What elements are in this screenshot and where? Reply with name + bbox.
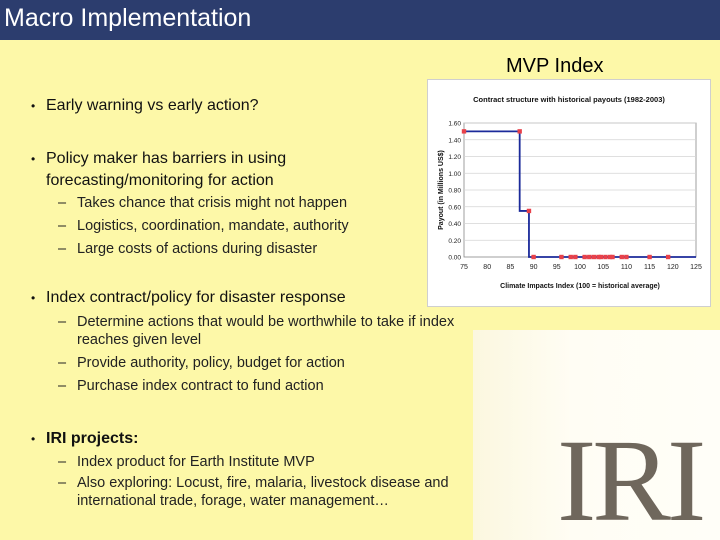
- y-tick-label: 0.20: [448, 238, 461, 245]
- x-tick-label: 125: [690, 264, 702, 271]
- bullet-dot-icon: •: [31, 291, 36, 305]
- y-axis-label: Payout (in Millions US$): [438, 150, 445, 230]
- historical-payout-point: [461, 129, 467, 134]
- historical-payout-point: [568, 254, 573, 260]
- bullet-item: • Index contract/policy for disaster res…: [31, 287, 426, 309]
- x-tick-label: 75: [460, 264, 468, 271]
- dash-icon: –: [58, 378, 67, 394]
- dash-icon: –: [58, 454, 67, 470]
- payout-chart-svg: Contract structure with historical payou…: [438, 95, 702, 290]
- historical-payout-point: [610, 254, 615, 260]
- historical-payout-point: [665, 254, 671, 260]
- bullet-text: Index contract/policy for disaster respo…: [46, 289, 346, 306]
- bullet-dot-icon: •: [31, 432, 36, 446]
- dash-icon: –: [58, 475, 67, 491]
- bullet-text: Early warning vs early action?: [46, 97, 259, 114]
- sub-bullet-item: – Large costs of actions during disaster: [58, 238, 407, 260]
- sub-bullet-text: Index product for Earth Institute MVP: [77, 454, 315, 470]
- bullet-item: • IRI projects:: [31, 428, 346, 450]
- sub-bullet-item: – Purchase index contract to fund action: [58, 375, 467, 397]
- y-tick-label: 0.40: [448, 221, 461, 228]
- bullet-text: Policy maker has barriers in using forec…: [46, 150, 287, 189]
- x-tick-label: 95: [553, 264, 561, 271]
- sub-bullet-text: Determine actions that would be worthwhi…: [77, 314, 455, 348]
- iri-logo: IRI: [473, 330, 720, 540]
- bullet-item: • Early warning vs early action?: [31, 95, 376, 117]
- sub-bullet-text: Large costs of actions during disaster: [77, 241, 318, 257]
- chart-title: Contract structure with historical payou…: [473, 95, 665, 104]
- bullet-text: IRI projects:: [46, 430, 139, 447]
- x-tick-label: 90: [530, 264, 538, 271]
- sub-bullet-text: Takes chance that crisis might not happe…: [77, 195, 348, 211]
- dash-icon: –: [58, 314, 67, 330]
- title-bar: Macro Implementation: [0, 0, 720, 40]
- sub-bullet-text: Logistics, coordination, mandate, author…: [77, 218, 349, 234]
- payout-series-line: [464, 130, 696, 258]
- sub-bullet-item: – Logistics, coordination, mandate, auth…: [58, 215, 407, 237]
- dash-icon: –: [58, 241, 67, 257]
- x-tick-label: 115: [644, 264, 655, 271]
- dash-icon: –: [58, 218, 67, 234]
- sub-bullet-item: – Index product for Earth Institute MVP: [58, 451, 467, 473]
- historical-payout-point: [531, 254, 536, 260]
- dash-icon: –: [58, 355, 67, 371]
- x-tick-label: 85: [507, 264, 515, 271]
- historical-payout-point: [526, 208, 532, 214]
- historical-payout-point: [647, 254, 652, 260]
- y-tick-label: 0.80: [448, 188, 461, 195]
- x-tick-label: 105: [597, 264, 609, 271]
- historical-payout-point: [559, 254, 564, 260]
- historical-payout-point: [603, 254, 608, 260]
- payout-chart: Contract structure with historical payou…: [427, 79, 711, 307]
- figure-label: MVP Index: [506, 55, 604, 77]
- y-tick-label: 1.20: [448, 154, 461, 161]
- x-axis-label: Climate Impacts Index (100 = historical …: [500, 283, 660, 290]
- historical-payout-point: [591, 254, 597, 260]
- iri-logo-text: IRI: [557, 415, 706, 540]
- bullet-dot-icon: •: [31, 152, 36, 166]
- x-tick-label: 100: [574, 264, 586, 271]
- x-tick-label: 80: [483, 264, 491, 271]
- sub-bullet-item: – Provide authority, policy, budget for …: [58, 352, 467, 374]
- x-tick-label: 120: [667, 264, 679, 271]
- page-title: Macro Implementation: [4, 4, 252, 32]
- historical-payout-point: [596, 254, 601, 260]
- sub-bullet-text: Also exploring: Locust, fire, malaria, l…: [77, 475, 449, 509]
- y-tick-label: 1.40: [448, 137, 461, 144]
- historical-payout-point: [573, 254, 578, 260]
- dash-icon: –: [58, 195, 67, 211]
- sub-bullet-text: Provide authority, policy, budget for ac…: [77, 355, 345, 371]
- historical-payout-point: [582, 254, 587, 260]
- historical-payout-point: [607, 254, 613, 260]
- sub-bullet-item: – Determine actions that would be worthw…: [58, 313, 467, 349]
- sub-bullet-text: Purchase index contract to fund action: [77, 378, 324, 394]
- historical-payout-point: [517, 129, 522, 134]
- historical-payout-point: [598, 254, 604, 260]
- y-tick-label: 1.60: [448, 121, 461, 128]
- y-tick-label: 0.00: [448, 255, 461, 262]
- bullet-dot-icon: •: [31, 99, 36, 113]
- x-tick-label: 110: [621, 264, 632, 271]
- bullet-item: • Policy maker has barriers in using for…: [31, 148, 346, 192]
- sub-bullet-item: – Takes chance that crisis might not hap…: [58, 192, 407, 214]
- sub-bullet-item: – Also exploring: Locust, fire, malaria,…: [58, 474, 467, 510]
- y-tick-label: 1.00: [448, 171, 461, 178]
- historical-payout-point: [624, 254, 629, 260]
- historical-payout-point: [587, 254, 592, 260]
- y-tick-label: 0.60: [448, 204, 461, 211]
- historical-payout-point: [619, 254, 624, 260]
